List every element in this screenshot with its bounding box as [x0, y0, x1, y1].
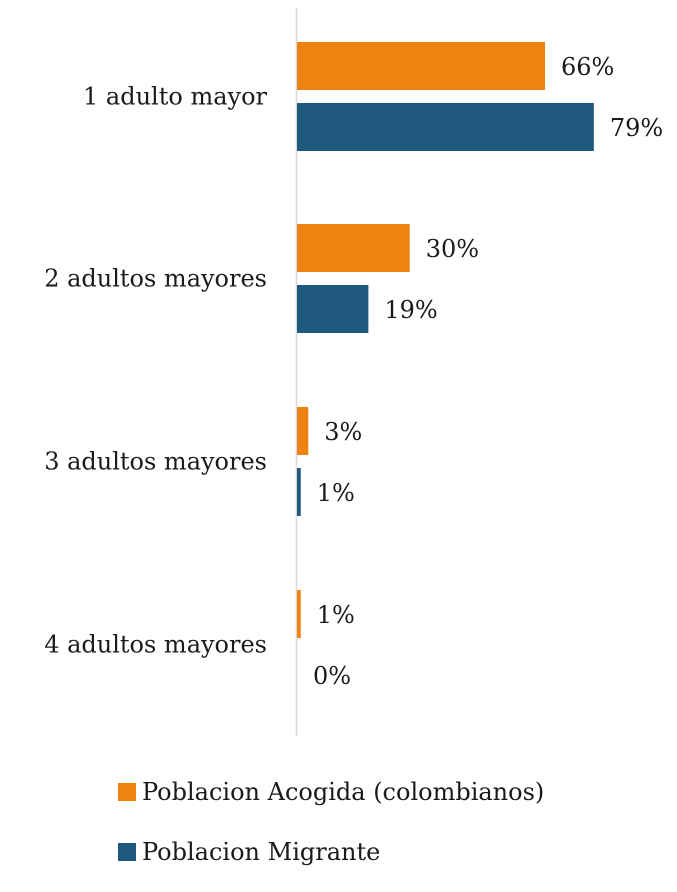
chart: 1 adulto mayor 66% 79% 2 adultos mayores 30%…	[44, 8, 663, 866]
category-label: 1 adulto mayor	[83, 83, 268, 111]
data-label-acogida: 1%	[317, 601, 355, 629]
data-label-migrante: 1%	[317, 479, 355, 507]
chart-plot-area: 1 adulto mayor 66% 79% 2 adultos mayores 30%…	[44, 8, 663, 736]
legend-swatch-migrante	[118, 843, 136, 861]
data-label-acogida: 66%	[561, 53, 614, 81]
data-label-migrante: 19%	[384, 296, 437, 324]
data-label-migrante: 0%	[313, 662, 351, 690]
bar-acogida	[297, 42, 545, 90]
category-label: 2 adultos mayores	[44, 265, 267, 293]
legend-label-migrante: Poblacion Migrante	[142, 838, 381, 866]
bar-migrante	[297, 103, 594, 151]
bars-layer: 1 adulto mayor 66% 79% 2 adultos mayores 30%…	[44, 42, 663, 690]
bar-acogida	[297, 224, 410, 272]
legend-label-acogida: Poblacion Acogida (colombianos)	[142, 778, 545, 806]
bar-migrante	[297, 285, 369, 333]
data-label-acogida: 30%	[426, 235, 479, 263]
legend-item-acogida: Poblacion Acogida (colombianos)	[118, 772, 544, 812]
legend-item-migrante: Poblacion Migrante	[118, 832, 544, 872]
bar-acogida	[297, 590, 301, 638]
category-label: 4 adultos mayores	[44, 631, 267, 659]
legend: Poblacion Acogida (colombianos) Poblacio…	[118, 772, 544, 892]
data-label-acogida: 3%	[324, 418, 362, 446]
legend-swatch-acogida	[118, 783, 136, 801]
bar-acogida	[297, 407, 309, 455]
data-label-migrante: 79%	[610, 114, 663, 142]
category-label: 3 adultos mayores	[44, 448, 267, 476]
bar-migrante	[297, 468, 301, 516]
